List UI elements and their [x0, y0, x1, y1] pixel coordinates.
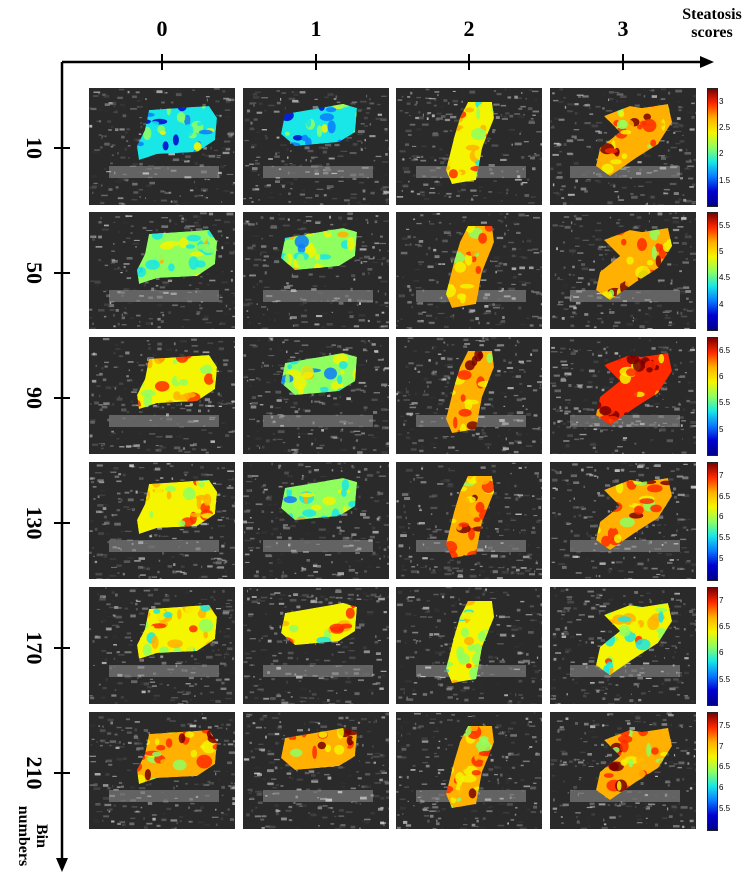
colorbar-tick-label: 6.5 — [719, 346, 731, 355]
parametric-image — [89, 712, 235, 829]
colorbar-tick-label: 7 — [719, 471, 724, 480]
colorbar-tick-label: 6 — [719, 512, 724, 521]
colorbar-tick-label: 4.5 — [719, 273, 731, 282]
colorbar-tick-label: 6.5 — [719, 492, 731, 501]
parametric-image — [396, 337, 542, 454]
x-axis-title: Steatosis scores — [672, 6, 752, 42]
colorbar — [707, 337, 718, 456]
row-label-bin-10: 10 — [22, 137, 47, 159]
column-label-score-0: 0 — [156, 16, 168, 41]
colorbar-tick-label: 6 — [719, 648, 724, 657]
parametric-image — [243, 212, 389, 329]
column-label-score-3: 3 — [617, 16, 629, 41]
y-axis-title-line1: Bin — [33, 823, 50, 848]
parametric-image — [89, 337, 235, 454]
colorbar-tick-label: 5 — [719, 554, 724, 563]
colorbar-tick-label: 7 — [719, 742, 724, 751]
parametric-image — [89, 462, 235, 579]
colorbar-tick-label: 3 — [719, 97, 724, 106]
parametric-image — [89, 88, 235, 205]
parametric-image — [396, 88, 542, 205]
parametric-image — [243, 462, 389, 579]
row-label-bin-130: 130 — [22, 506, 47, 540]
row-label-bin-170: 170 — [22, 631, 47, 665]
colorbar — [707, 88, 718, 207]
colorbar-tick-label: 7.5 — [719, 721, 731, 730]
parametric-image — [243, 587, 389, 704]
colorbar-tick-label: 2 — [719, 149, 724, 158]
colorbar-tick-label: 4 — [719, 300, 724, 309]
parametric-image — [243, 712, 389, 829]
row-label-bin-50: 50 — [22, 262, 47, 284]
colorbar-tick-label: 5 — [719, 425, 724, 434]
colorbar — [707, 462, 718, 581]
colorbar-tick-label: 6.5 — [719, 762, 731, 771]
colorbar-tick-label: 5.5 — [719, 398, 731, 407]
parametric-image — [550, 337, 696, 454]
column-label-score-1: 1 — [310, 16, 322, 41]
colorbar-tick-label: 6.5 — [719, 622, 731, 631]
parametric-image — [550, 88, 696, 205]
parametric-image — [396, 212, 542, 329]
parametric-image — [550, 712, 696, 829]
y-axis-title: Bin numbers — [14, 802, 50, 870]
colorbar-tick-label: 5.5 — [719, 221, 731, 230]
parametric-image — [550, 212, 696, 329]
y-axis-title-line2: numbers — [15, 805, 32, 867]
colorbar-tick-label: 2.5 — [719, 123, 731, 132]
parametric-image — [396, 462, 542, 579]
colorbar-tick-label: 5.5 — [719, 675, 731, 684]
colorbar — [707, 712, 718, 831]
parametric-image — [550, 587, 696, 704]
colorbar-tick-label: 6 — [719, 783, 724, 792]
colorbar-tick-label: 5.5 — [719, 804, 731, 813]
parametric-image — [89, 212, 235, 329]
colorbar-tick-label: 5.5 — [719, 533, 731, 542]
parametric-image — [396, 587, 542, 704]
column-label-score-2: 2 — [463, 16, 475, 41]
colorbar-tick-label: 1.5 — [719, 176, 731, 185]
row-label-bin-210: 210 — [22, 756, 47, 790]
colorbar-tick-label: 7 — [719, 596, 724, 605]
parametric-image — [89, 587, 235, 704]
parametric-image — [550, 462, 696, 579]
x-axis-title-line2: scores — [691, 24, 733, 41]
colorbar — [707, 587, 718, 706]
parametric-image — [243, 88, 389, 205]
colorbar-tick-label: 6 — [719, 372, 724, 381]
x-axis-title-line1: Steatosis — [682, 6, 742, 23]
parametric-image — [243, 337, 389, 454]
colorbar — [707, 212, 718, 331]
colorbar-tick-label: 5 — [719, 247, 724, 256]
row-label-bin-90: 90 — [22, 387, 47, 409]
parametric-image — [396, 712, 542, 829]
